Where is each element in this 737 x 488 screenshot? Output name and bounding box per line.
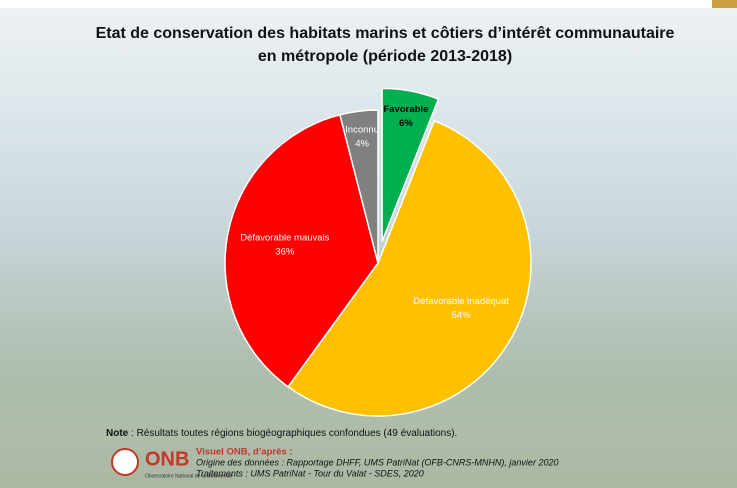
note-text: : Résultats toutes régions biogéographiq… xyxy=(128,428,457,439)
note-label: Note xyxy=(106,428,129,439)
corner-logo xyxy=(712,0,737,8)
source-origin: Origine des données : Rapportage DHFF, U… xyxy=(196,457,558,467)
slice-label: Favorable xyxy=(383,104,428,115)
pie-slice xyxy=(381,87,440,242)
chart-title: en métropole (période 2013-2018) xyxy=(258,48,512,65)
slice-label: Défavorable inadéquat xyxy=(413,296,509,307)
slice-value-label: 6% xyxy=(399,118,413,129)
chart-title: Etat de conservation des habitats marins… xyxy=(96,25,675,42)
slice-value-label: 36% xyxy=(275,247,295,258)
note: Note : Résultats toutes régions biogéogr… xyxy=(106,428,457,439)
source-treatment: Traitements : UMS PatriNat - Tour du Val… xyxy=(196,468,424,478)
source-heading: Visuel ONB, d’après : xyxy=(196,447,292,458)
slice-value-label: 54% xyxy=(452,310,472,321)
slice-label: Inconnu xyxy=(345,125,379,136)
pie: Favorable 6% Défavorable inadéquat 54% Défav… xyxy=(224,87,532,417)
top-band xyxy=(0,0,737,8)
slice-label: Défavorable mauvais xyxy=(240,233,329,244)
pie-slice xyxy=(224,113,379,388)
pie-slice xyxy=(339,109,379,264)
logo-text: ONB xyxy=(145,448,189,470)
slice-value-label: 4% xyxy=(355,139,369,150)
pie-slice xyxy=(287,119,532,417)
logo-subtext: Observatoire National de la Biodiversité xyxy=(145,473,233,479)
onb-logo: ONB Observatoire National de la Biodiver… xyxy=(111,448,233,479)
logo-emblem xyxy=(111,448,139,476)
